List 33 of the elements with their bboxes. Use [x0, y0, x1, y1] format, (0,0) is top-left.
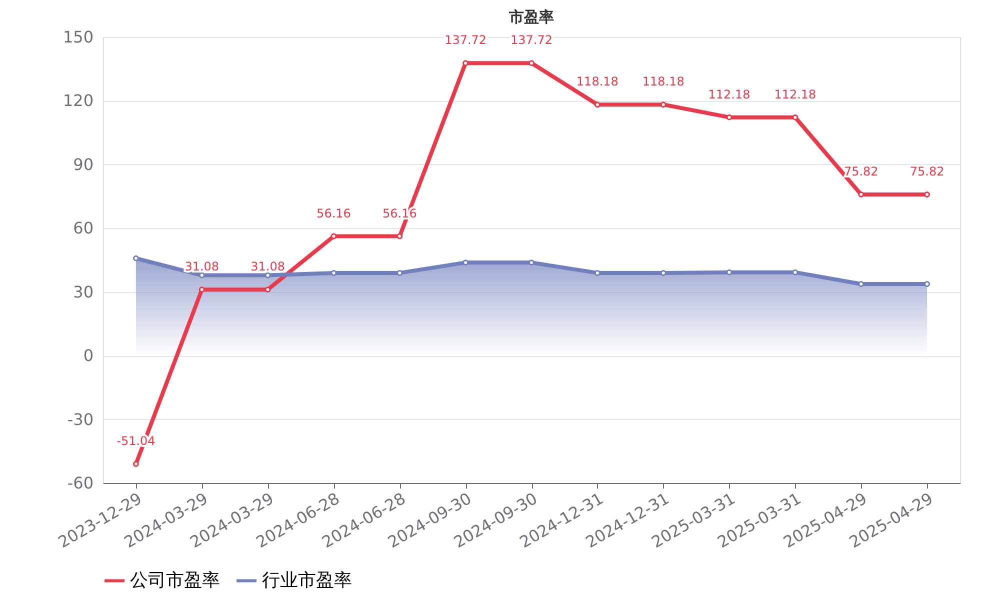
point: [528, 60, 534, 66]
data-label: 56.16: [316, 206, 351, 220]
point: [396, 233, 403, 240]
y-tick-label: 90: [73, 154, 94, 174]
data-label: 75.82: [844, 164, 878, 179]
chart-title: 市盈率: [508, 8, 554, 26]
data-label: 31.08: [250, 260, 285, 274]
point: [132, 255, 139, 262]
point: [924, 281, 930, 287]
point: [198, 286, 205, 293]
y-tick-label: 30: [73, 282, 94, 302]
point: [198, 272, 205, 278]
point: [132, 460, 139, 467]
data-label: 118.18: [576, 74, 618, 89]
point: [528, 260, 534, 266]
data-label: 137.72: [444, 33, 487, 48]
data-label: 31.08: [184, 260, 220, 274]
point: [792, 114, 798, 120]
y-tick-label: 0: [83, 346, 94, 366]
point: [924, 192, 930, 198]
y-tick-label: 150: [62, 28, 94, 46]
legend-label: 行业市盈率: [262, 570, 352, 591]
y-tick-label: -30: [67, 410, 94, 429]
data-label: 75.82: [910, 164, 944, 179]
legend-label: 公司市盈率: [130, 570, 220, 591]
y-tick-label: -60: [67, 474, 94, 492]
point: [594, 102, 600, 108]
y-tick-label: 120: [62, 91, 94, 110]
data-label: 137.72: [510, 33, 552, 48]
data-label: 112.18: [708, 87, 750, 102]
data-label: 112.18: [774, 87, 816, 102]
data-label: 118.18: [642, 74, 684, 89]
y-tick-label: 60: [73, 218, 94, 238]
